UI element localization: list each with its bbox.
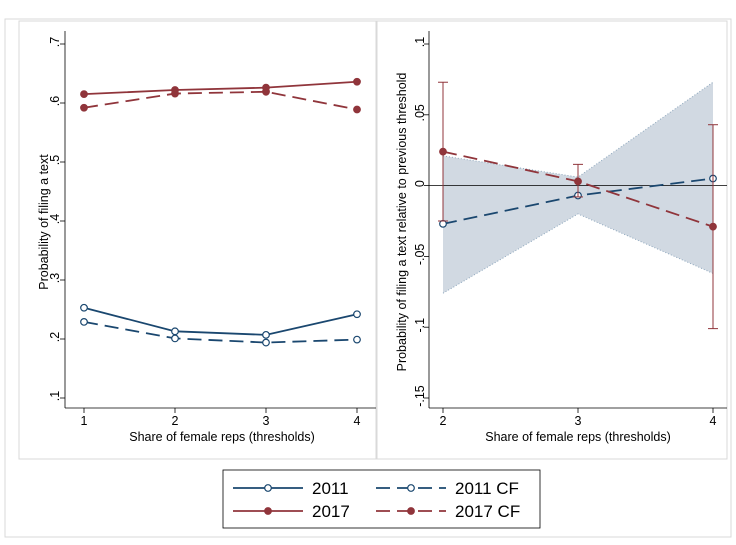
data-point [262,87,270,96]
plot-1: -.15 -.1 -.05 0 .05 .1 2 3 4 [413,31,727,428]
y-tick-label: .1 [413,37,427,47]
plot-0: .1 .2 .3 .4 .5 .6 .7 1 2 3 4 [48,31,376,428]
data-point [574,177,582,186]
left-y-axis-label: Probability of filing a text [37,154,51,290]
y-tick-label: .6 [48,96,62,106]
y-tick-label: -.1 [413,318,427,333]
left-x-axis-label: Share of female reps (thresholds) [129,430,315,444]
data-point [80,90,88,99]
y-tick-label: .1 [48,391,62,401]
y-tick-label: .5 [48,155,62,165]
legend-key-marker [407,484,415,492]
right-x-axis-label: Share of female reps (thresholds) [485,430,671,444]
data-point [80,303,88,312]
y-tick-label: .4 [48,214,62,224]
legend-label: 2011 CF [455,479,519,498]
data-point [353,105,361,114]
y-tick-label: .7 [48,37,62,47]
data-point [262,338,270,347]
series-line [83,90,358,111]
legend-label: 2011 [312,479,349,498]
right-y-axis-label: Probability of filing a text relative to… [395,73,409,372]
left-subplot-frame [18,20,377,460]
series-line [83,306,358,336]
data-point [439,219,447,228]
data-point [171,334,179,343]
legend: 2011 2011 CF 2017 2017 CF [233,479,520,521]
plot-layer: .1 .2 .3 .4 .5 .6 .7 1 2 3 4 -.15 -.1 -.05 0 .05 .1 2 3 4 [48,31,727,428]
y-tick-label: -.05 [413,244,427,266]
data-point [709,222,717,231]
legend-key-marker [264,484,272,492]
x-tick-label: 4 [710,414,717,428]
y-tick-label: 0 [413,180,427,187]
x-tick-label: 2 [440,414,447,428]
series-line [83,321,358,344]
y-tick-label: .3 [48,273,62,283]
data-point [353,77,361,86]
y-tick-label: -.15 [413,385,427,407]
data-point [171,327,179,336]
band-upper-edge [442,81,714,178]
legend-label: 2017 [312,502,350,521]
x-tick-label: 1 [81,414,88,428]
data-point [262,330,270,339]
data-point [353,335,361,344]
x-tick-label: 3 [263,414,270,428]
data-point [353,310,361,319]
legend-label: 2017 CF [455,502,520,521]
data-point [80,103,88,112]
y-tick-label: .05 [413,104,427,121]
data-point [439,147,447,156]
x-tick-label: 3 [575,414,582,428]
legend-box [222,469,541,529]
legend-key-marker [264,507,272,515]
data-point [80,317,88,326]
data-point [171,89,179,98]
band-lower-edge [442,213,714,294]
x-tick-label: 4 [354,414,361,428]
x-tick-label: 2 [172,414,179,428]
legend-key-marker [407,507,415,515]
series-line [83,80,358,96]
y-tick-label: .2 [48,332,62,342]
